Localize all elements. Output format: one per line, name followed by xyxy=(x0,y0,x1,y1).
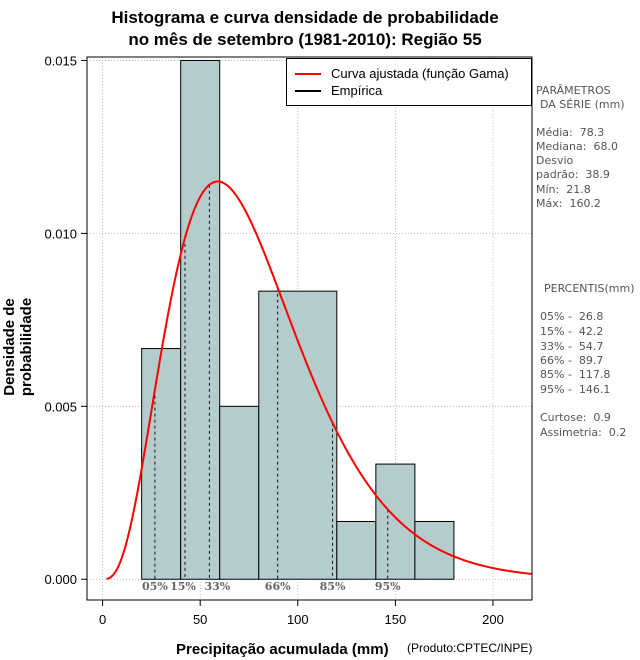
chart-title-line2: no mês de setembro (1981-2010): Região 5… xyxy=(128,30,482,49)
legend: Curva ajustada (função Gama) Empírica xyxy=(286,58,532,106)
x-tick-label: 0 xyxy=(99,612,106,627)
y-tick-label: 0.005 xyxy=(44,399,77,414)
histogram-bar xyxy=(336,520,377,580)
param-max: Máx: 160.2 xyxy=(536,197,601,210)
percentiles-header: PERCENTIS(mm) xyxy=(544,282,635,295)
percentile-label: 85% xyxy=(320,580,346,593)
param-mean: Média: 78.3 xyxy=(536,126,605,139)
histogram-bar xyxy=(141,348,182,580)
histogram-bar xyxy=(375,463,416,580)
y-tick-label: 0.010 xyxy=(44,226,77,241)
y-tick-label: 0.015 xyxy=(44,53,77,68)
legend-label-empirical: Empírica xyxy=(331,83,383,98)
params-header-2: DA SÉRIE (mm) xyxy=(540,98,625,111)
percentile-label: 66% xyxy=(265,580,291,593)
y-tick-label: 0.000 xyxy=(44,572,77,587)
param-min: Mín: 21.8 xyxy=(536,183,591,196)
gamma-curve xyxy=(106,180,532,580)
x-tick-label: 150 xyxy=(385,612,407,627)
legend-item-empirical: Empírica xyxy=(295,83,382,98)
percentile-group xyxy=(154,184,389,580)
legend-swatch-empirical xyxy=(295,89,321,92)
legend-swatch-fitted xyxy=(295,72,321,75)
param-sd: padrão: 38.9 xyxy=(536,168,610,181)
stat-kurtosis: Curtose: 0.9 xyxy=(540,411,611,424)
percentile-95: 95% - 146.1 xyxy=(540,383,611,396)
percentile-label: 15% xyxy=(170,580,196,593)
percentile-33: 33% - 54.7 xyxy=(540,340,604,353)
x-tick-label: 50 xyxy=(193,612,207,627)
param-median: Mediana: 68.0 xyxy=(536,140,618,153)
x-tick-label: 100 xyxy=(287,612,309,627)
chart-title-line1: Histograma e curva densidade de probabil… xyxy=(111,8,499,27)
percentile-66: 66% - 89.7 xyxy=(540,354,604,367)
legend-item-fitted: Curva ajustada (função Gama) xyxy=(295,66,509,81)
legend-label-fitted: Curva ajustada (função Gama) xyxy=(331,66,509,81)
stat-skewness: Assimetria: 0.2 xyxy=(540,426,627,439)
y-axis-label: Densidade de probabilidade xyxy=(1,297,35,397)
histogram-bar xyxy=(414,520,455,580)
histogram-bar xyxy=(219,405,260,580)
percentile-05: 05% - 26.8 xyxy=(540,310,604,323)
x-axis-label: Precipitação acumulada (mm) xyxy=(176,641,389,658)
bars-group xyxy=(141,59,455,580)
x-tick-label: 200 xyxy=(482,612,504,627)
param-sd-label: Desvio xyxy=(536,154,574,167)
percentile-label: 33% xyxy=(204,580,230,593)
percentile-85: 85% - 117.8 xyxy=(540,368,611,381)
percentile-label: 05% xyxy=(142,580,168,593)
percentile-label: 95% xyxy=(375,580,401,593)
product-credit: (Produto:CPTEC/INPE) xyxy=(407,641,533,655)
histogram-bar xyxy=(180,59,221,580)
histogram-bar xyxy=(258,290,338,580)
percentile-15: 15% - 42.2 xyxy=(540,325,604,338)
params-header-1: PARÂMETROS xyxy=(536,84,611,97)
plot-frame xyxy=(86,56,533,601)
